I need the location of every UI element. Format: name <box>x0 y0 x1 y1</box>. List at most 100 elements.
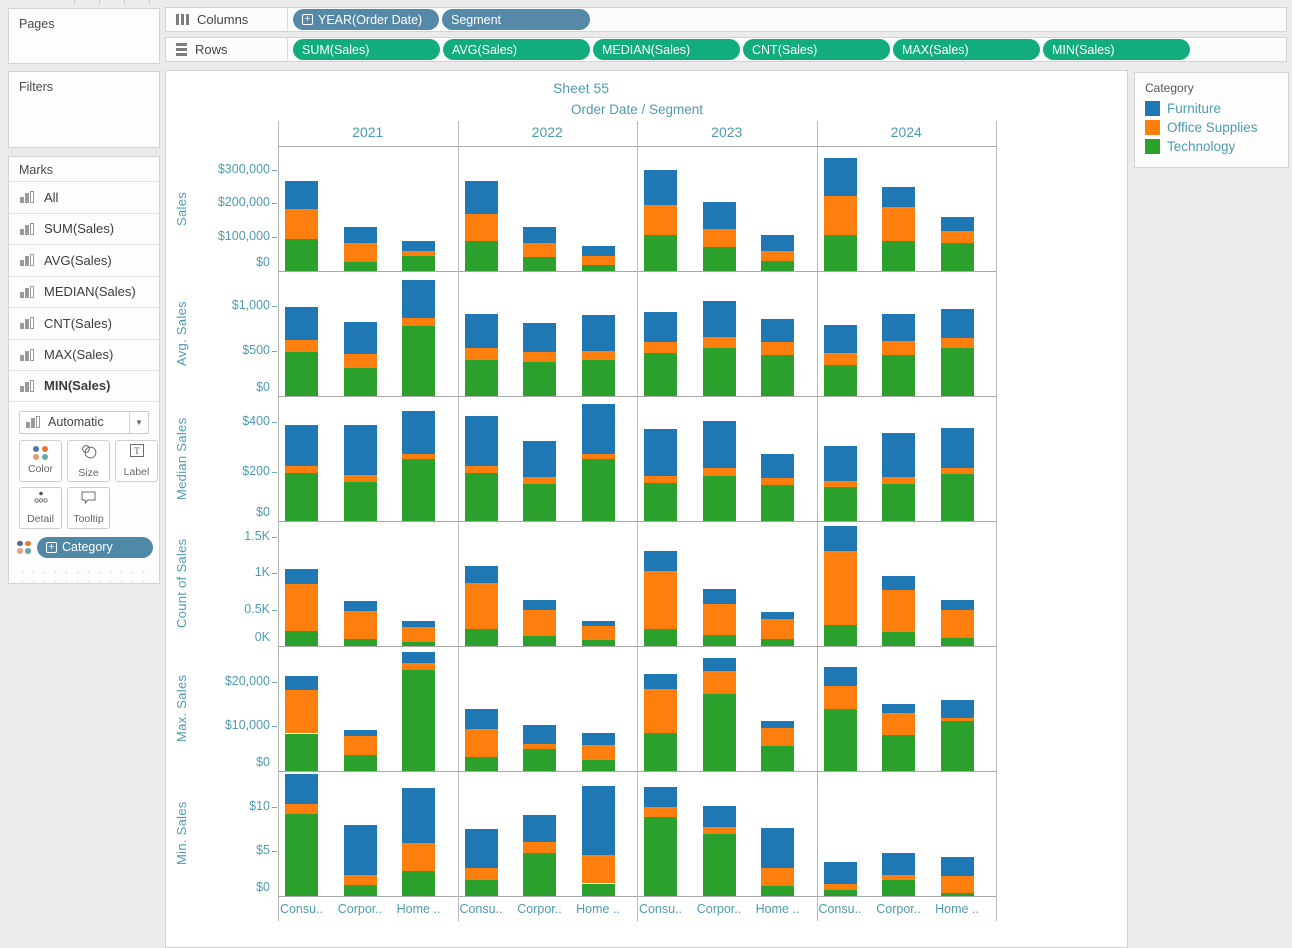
bar-2023-corporate-furniture[interactable] <box>703 421 736 468</box>
bar-2024-home-office-technology[interactable] <box>941 893 974 896</box>
bar-2021-home-office-technology[interactable] <box>402 326 435 396</box>
bar-2022-consumer-technology[interactable] <box>465 629 498 646</box>
bar-2024-corporate-technology[interactable] <box>882 631 915 646</box>
bar-2022-home-office-office-supplies[interactable] <box>582 256 615 265</box>
chevron-down-icon[interactable]: ▼ <box>129 411 148 433</box>
bar-2024-corporate-furniture[interactable] <box>882 187 915 208</box>
bar-2024-consumer-office-supplies[interactable] <box>824 884 857 890</box>
bar-2023-corporate-furniture[interactable] <box>703 589 736 604</box>
bar-2023-corporate-technology[interactable] <box>703 634 736 646</box>
bar-2024-home-office-furniture[interactable] <box>941 856 974 877</box>
bar-2022-corporate-technology[interactable] <box>523 853 556 896</box>
bar-2022-consumer-office-supplies[interactable] <box>465 868 498 880</box>
bar-2021-corporate-technology[interactable] <box>344 481 377 521</box>
category-legend[interactable]: Category Furniture Office Supplies Technol… <box>1134 72 1289 168</box>
bar-2021-consumer-furniture[interactable] <box>285 425 318 466</box>
marks-item-all[interactable]: All <box>9 181 159 213</box>
bar-2023-consumer-technology[interactable] <box>644 733 677 771</box>
bar-2023-home-office-office-supplies[interactable] <box>761 727 794 746</box>
bar-2021-consumer-office-supplies[interactable] <box>285 466 318 473</box>
bar-2023-consumer-office-supplies[interactable] <box>644 570 677 629</box>
columns-pill-segment[interactable]: Segment <box>442 9 590 30</box>
bar-2024-home-office-office-supplies[interactable] <box>941 609 974 639</box>
bar-2023-consumer-office-supplies[interactable] <box>644 688 677 734</box>
bar-2024-consumer-furniture[interactable] <box>824 446 857 482</box>
segment-label-consumer[interactable]: Consu.. <box>818 902 862 916</box>
bar-2021-corporate-technology[interactable] <box>344 638 377 646</box>
segment-label-consumer[interactable]: Consu.. <box>279 902 324 916</box>
columns-pill-year-order-date-[interactable]: + YEAR(Order Date) <box>293 9 439 30</box>
bar-2023-consumer-furniture[interactable] <box>644 787 677 807</box>
segment-label-consumer[interactable]: Consu.. <box>638 902 683 916</box>
bar-2022-consumer-furniture[interactable] <box>465 313 498 349</box>
bar-2023-home-office-technology[interactable] <box>761 260 794 271</box>
bar-2023-consumer-office-supplies[interactable] <box>644 205 677 235</box>
bar-2021-corporate-technology[interactable] <box>344 754 377 771</box>
rows-pill-max-sales-[interactable]: MAX(Sales) <box>893 39 1040 60</box>
bar-2021-consumer-technology[interactable] <box>285 631 318 646</box>
bar-2024-corporate-technology[interactable] <box>882 734 915 771</box>
bar-2024-corporate-technology[interactable] <box>882 879 915 896</box>
segment-label-home-office[interactable]: Home .. <box>576 902 620 916</box>
bar-2023-consumer-furniture[interactable] <box>644 673 677 689</box>
bar-2021-consumer-office-supplies[interactable] <box>285 804 318 814</box>
year-header-2024[interactable]: 2024 <box>890 124 922 140</box>
bar-2021-consumer-technology[interactable] <box>285 813 318 896</box>
color-button[interactable]: Color <box>19 439 62 482</box>
bar-2021-corporate-furniture[interactable] <box>344 601 377 611</box>
bar-2024-consumer-office-supplies[interactable] <box>824 353 857 365</box>
tooltip-button[interactable]: Tooltip <box>67 486 110 529</box>
bar-2022-consumer-technology[interactable] <box>465 240 498 271</box>
bar-2023-consumer-furniture[interactable] <box>644 311 677 342</box>
bar-2022-corporate-office-supplies[interactable] <box>523 841 556 854</box>
bar-2022-consumer-technology[interactable] <box>465 359 498 396</box>
bar-2023-consumer-technology[interactable] <box>644 628 677 646</box>
bar-2022-corporate-office-supplies[interactable] <box>523 242 556 257</box>
bar-2021-home-office-office-supplies[interactable] <box>402 317 435 327</box>
bar-2024-consumer-technology[interactable] <box>824 889 857 896</box>
bar-2024-consumer-technology[interactable] <box>824 486 857 521</box>
bar-2024-consumer-technology[interactable] <box>824 234 857 271</box>
bar-2024-consumer-technology[interactable] <box>824 624 857 646</box>
bar-2022-corporate-office-supplies[interactable] <box>523 609 556 637</box>
bar-2024-consumer-office-supplies[interactable] <box>824 481 857 487</box>
bar-2023-home-office-office-supplies[interactable] <box>761 341 794 355</box>
bar-2021-corporate-furniture[interactable] <box>344 425 377 475</box>
category-encoding-pill[interactable]: + Category <box>37 536 153 558</box>
bar-2022-corporate-office-supplies[interactable] <box>523 477 556 485</box>
bar-2022-corporate-furniture[interactable] <box>523 322 556 353</box>
bar-2024-home-office-office-supplies[interactable] <box>941 467 974 474</box>
bar-2024-home-office-technology[interactable] <box>941 638 974 646</box>
bar-2023-corporate-office-supplies[interactable] <box>703 827 736 834</box>
bar-2023-home-office-furniture[interactable] <box>761 721 794 728</box>
bar-2024-home-office-technology[interactable] <box>941 473 974 521</box>
bar-2024-corporate-furniture[interactable] <box>882 313 915 341</box>
bar-2023-corporate-office-supplies[interactable] <box>703 229 736 248</box>
bar-2022-corporate-technology[interactable] <box>523 256 556 271</box>
bar-2022-consumer-office-supplies[interactable] <box>465 348 498 360</box>
marks-item-max-sales-[interactable]: MAX(Sales) <box>9 338 159 371</box>
bar-2024-home-office-office-supplies[interactable] <box>941 876 974 894</box>
bar-2023-consumer-office-supplies[interactable] <box>644 806 677 818</box>
bar-2022-consumer-furniture[interactable] <box>465 181 498 214</box>
bar-2023-consumer-technology[interactable] <box>644 483 677 521</box>
bar-2022-consumer-technology[interactable] <box>465 757 498 771</box>
bar-2024-consumer-furniture[interactable] <box>824 158 857 196</box>
bar-2022-home-office-technology[interactable] <box>582 360 615 396</box>
bar-2021-corporate-technology[interactable] <box>344 261 377 271</box>
legend-item-office-supplies[interactable]: Office Supplies <box>1135 118 1288 137</box>
bar-2023-home-office-office-supplies[interactable] <box>761 477 794 485</box>
bar-2021-consumer-office-supplies[interactable] <box>285 209 318 239</box>
bar-2021-corporate-technology[interactable] <box>344 367 377 396</box>
bar-2021-consumer-furniture[interactable] <box>285 307 318 341</box>
bar-2022-consumer-office-supplies[interactable] <box>465 728 498 758</box>
bar-2023-consumer-office-supplies[interactable] <box>644 476 677 484</box>
detail-button[interactable]: Detail <box>19 486 62 529</box>
bar-2022-corporate-technology[interactable] <box>523 636 556 646</box>
bar-2021-home-office-office-supplies[interactable] <box>402 843 435 871</box>
bar-2024-corporate-office-supplies[interactable] <box>882 207 915 241</box>
bar-2023-home-office-technology[interactable] <box>761 745 794 771</box>
bar-2024-home-office-technology[interactable] <box>941 347 974 396</box>
bar-2021-consumer-furniture[interactable] <box>285 676 318 691</box>
bar-2021-corporate-technology[interactable] <box>344 885 377 896</box>
